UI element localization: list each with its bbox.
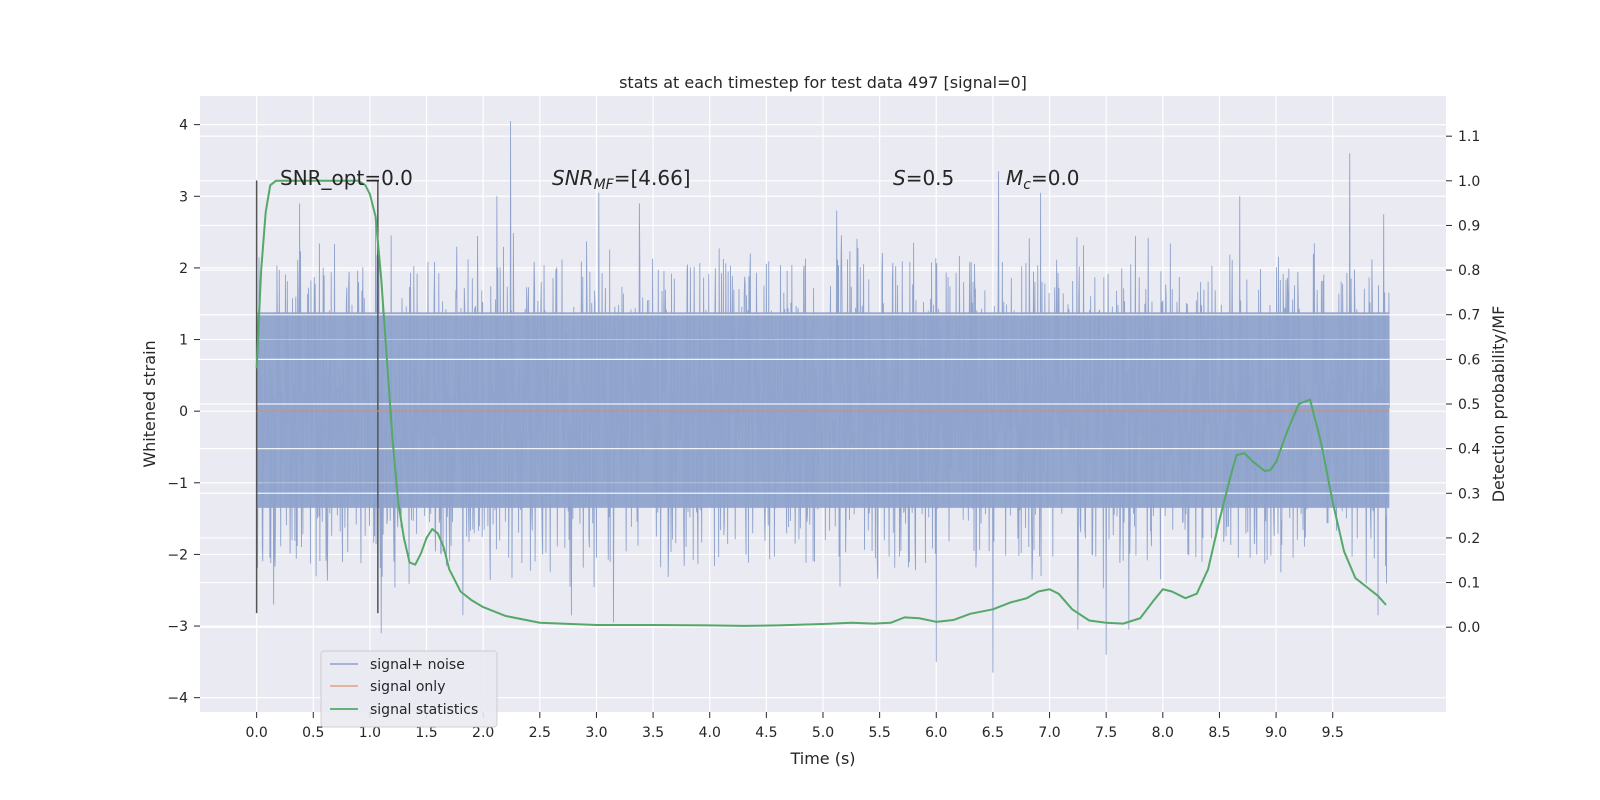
x-axis-ticks: 0.0 0.5 1.0 1.5 2.0 2.5 3.0 3.5 4.0 4.5 5.0 5.5 6.0 6…	[246, 712, 1344, 741]
signal-statistics-line	[255, 179, 1387, 627]
y-tick-label-3: −1	[167, 476, 188, 492]
legend-box	[320, 650, 498, 728]
y-axis-label: Whitened strain	[140, 340, 159, 467]
y-axis-ticks: −4 −3 −2 −1 0 1 2 3 4	[167, 118, 200, 707]
y-tick-label-1: −3	[167, 619, 188, 635]
annotation-snr-opt: SNR_opt=0.0	[280, 166, 413, 190]
y2-tick-label-1: 0.1	[1458, 576, 1480, 592]
x-tick-label-18: 9.0	[1265, 725, 1287, 741]
snr-mf-subscript: MF	[594, 177, 615, 193]
x-tick-label-1: 0.5	[302, 725, 324, 741]
series-signal-noise	[256, 121, 1390, 673]
y2-tick-label-9: 0.9	[1458, 218, 1480, 234]
x-tick-label-6: 3.0	[585, 725, 607, 741]
y-tick-label-7: 3	[179, 189, 188, 205]
y2-tick-label-2: 0.2	[1458, 531, 1480, 547]
annotations: SNR_opt=0.0 SNRMF=[4.66] S=0.5 Mc=0.0	[280, 166, 1080, 193]
x-axis-label: Time (s)	[789, 749, 855, 768]
y-tick-label-4: 0	[179, 404, 188, 420]
y-tick-label-5: 1	[179, 333, 188, 349]
y2-tick-label-4: 0.4	[1458, 442, 1480, 458]
legend: signal+ noise signal only signal statist…	[320, 650, 498, 728]
x-tick-label-2: 1.0	[359, 725, 381, 741]
y2-tick-label-7: 0.7	[1458, 308, 1480, 324]
annotation-snr-mf: SNRMF=[4.66]	[552, 166, 691, 193]
snr-mf-symbol: SNR	[552, 166, 594, 190]
mc-symbol: M	[1006, 166, 1023, 190]
y2-tick-label-8: 0.8	[1458, 263, 1480, 279]
legend-label-signal-only: signal only	[370, 679, 445, 695]
s-symbol: S	[893, 166, 906, 190]
x-tick-label-8: 4.0	[699, 725, 721, 741]
x-tick-label-13: 6.5	[982, 725, 1004, 741]
y2-tick-label-3: 0.3	[1458, 486, 1480, 502]
x-tick-label-5: 2.5	[529, 725, 551, 741]
x-tick-label-0: 0.0	[246, 725, 268, 741]
x-tick-label-14: 7.0	[1038, 725, 1060, 741]
x-tick-label-19: 9.5	[1322, 725, 1344, 741]
annotation-mc: Mc=0.0	[1006, 166, 1080, 193]
legend-label-signal-noise: signal+ noise	[370, 657, 465, 673]
y2-tick-label-0: 0.0	[1458, 620, 1480, 636]
y2-tick-label-11: 1.1	[1458, 129, 1480, 145]
x-tick-label-12: 6.0	[925, 725, 947, 741]
s-value: =0.5	[906, 166, 955, 190]
y-tick-label-6: 2	[179, 261, 188, 277]
x-tick-label-15: 7.5	[1095, 725, 1117, 741]
x-tick-label-4: 2.0	[472, 725, 494, 741]
legend-label-signal-statistics: signal statistics	[370, 702, 478, 718]
vertical-markers	[255, 180, 379, 614]
x-tick-label-10: 5.0	[812, 725, 834, 741]
y-tick-label-8: 4	[179, 118, 188, 134]
y-tick-label-2: −2	[167, 547, 188, 563]
y2-tick-label-10: 1.0	[1458, 174, 1480, 190]
x-tick-label-3: 1.5	[415, 725, 437, 741]
x-tick-label-16: 8.0	[1152, 725, 1174, 741]
y2-axis-label: Detection probability/MF	[1489, 306, 1508, 503]
annotation-s: S=0.5	[893, 166, 954, 190]
snr-mf-value: =[4.66]	[614, 166, 691, 190]
x-tick-label-9: 4.5	[755, 725, 777, 741]
y-tick-label-0: −4	[167, 691, 188, 707]
x-tick-label-17: 8.5	[1208, 725, 1230, 741]
mc-subscript: c	[1023, 177, 1031, 193]
series-signal-statistics	[255, 179, 1387, 627]
x-tick-label-11: 5.5	[869, 725, 891, 741]
chart-title: stats at each timestep for test data 497…	[619, 73, 1027, 92]
mc-value: =0.0	[1031, 166, 1080, 190]
y2-tick-label-6: 0.6	[1458, 352, 1480, 368]
y2-tick-label-5: 0.5	[1458, 397, 1480, 413]
y2-axis-ticks: 0.0 0.1 0.2 0.3 0.4 0.5 0.6 0.7 0.8 0.9 1.0 1.1	[1446, 129, 1480, 636]
x-tick-label-7: 3.5	[642, 725, 664, 741]
noise-line	[256, 121, 1390, 673]
